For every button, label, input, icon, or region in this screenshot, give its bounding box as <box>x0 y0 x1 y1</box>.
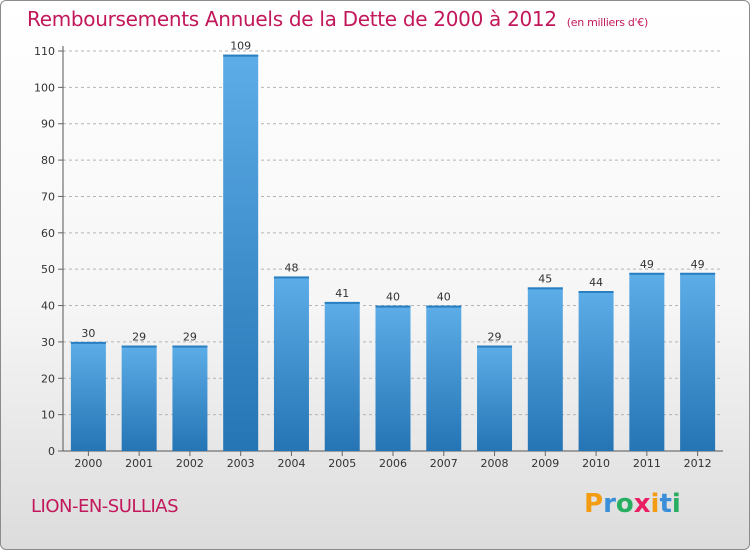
data-label: 45 <box>538 272 552 285</box>
bar-2012 <box>680 272 716 451</box>
bar-2007 <box>426 305 462 451</box>
data-label: 30 <box>81 327 95 340</box>
labels: 0 10 20 30 40 50 60 70 80 90 100 110 30 2000 29 2001 29 2… <box>34 40 712 470</box>
bar-top-edge <box>324 301 360 304</box>
bar-top-edge <box>223 54 259 57</box>
logo-letter: i <box>671 489 681 519</box>
bar-top-edge <box>680 272 716 275</box>
x-tick-label: 2000 <box>74 457 102 470</box>
y-tick-label: 40 <box>41 300 55 313</box>
proxiti-logo[interactable]: Proxiti <box>584 489 681 519</box>
y-tick-label: 20 <box>41 372 55 385</box>
bar-2002 <box>172 345 208 451</box>
bar-2011 <box>629 272 665 451</box>
logo-letter: o <box>615 489 634 519</box>
bar-top-edge <box>70 341 106 344</box>
bar-top-edge <box>629 272 665 275</box>
bar-top-edge <box>172 345 208 348</box>
bar-2006 <box>375 305 411 451</box>
data-label: 29 <box>132 331 146 344</box>
bar-2009 <box>527 287 563 451</box>
y-tick-label: 60 <box>41 227 55 240</box>
x-tick-label: 2012 <box>684 457 712 470</box>
data-label: 49 <box>691 258 705 271</box>
x-tick-label: 2009 <box>531 457 559 470</box>
x-tick-label: 2004 <box>277 457 305 470</box>
y-tick-label: 0 <box>48 445 55 458</box>
bar-chart: 0 10 20 30 40 50 60 70 80 90 100 110 30 2000 29 2001 29 2… <box>34 40 723 470</box>
x-tick-label: 2003 <box>227 457 255 470</box>
bar-top-edge <box>527 287 563 290</box>
data-label: 49 <box>640 258 654 271</box>
bar-2004 <box>273 276 309 451</box>
logo-letter: i <box>650 489 660 519</box>
x-tick-label: 2001 <box>125 457 153 470</box>
data-label: 29 <box>488 331 502 344</box>
bars <box>70 54 716 452</box>
y-tick-label: 110 <box>34 45 55 58</box>
data-label: 40 <box>386 291 400 304</box>
bar-2000 <box>70 341 106 451</box>
data-label: 109 <box>230 40 251 53</box>
data-label: 48 <box>284 261 298 274</box>
logo-letter: x <box>633 489 651 519</box>
bar-2008 <box>477 345 513 451</box>
logo-letter: P <box>584 489 604 519</box>
x-tick-label: 2008 <box>481 457 509 470</box>
bar-top-edge <box>477 345 513 348</box>
y-tick-label: 70 <box>41 190 55 203</box>
y-tick-label: 90 <box>41 118 55 131</box>
chart-title: Remboursements Annuels de la Dette de 20… <box>27 7 648 31</box>
data-label: 41 <box>335 287 349 300</box>
bar-top-edge <box>578 291 614 293</box>
x-tick-label: 2002 <box>176 457 204 470</box>
bar-top-edge <box>121 345 157 348</box>
chart-title-text: Remboursements Annuels de la Dette de 20… <box>27 7 557 31</box>
data-label: 29 <box>183 331 197 344</box>
place-name: LION-EN-SULLIAS <box>31 496 179 517</box>
x-tick-label: 2005 <box>328 457 356 470</box>
bar-2005 <box>324 301 360 451</box>
bar-top-edge <box>426 305 462 308</box>
x-tick-label: 2007 <box>430 457 458 470</box>
bar-2010 <box>578 291 614 451</box>
bar-2003 <box>223 54 259 452</box>
y-tick-label: 80 <box>41 154 55 167</box>
logo-letter: t <box>659 489 672 519</box>
bar-top-edge <box>375 305 411 308</box>
bar-top-edge <box>273 276 309 279</box>
x-tick-label: 2006 <box>379 457 407 470</box>
logo-letter: r <box>603 489 616 519</box>
data-label: 44 <box>589 276 603 289</box>
y-tick-label: 10 <box>41 409 55 422</box>
x-tick-label: 2010 <box>582 457 610 470</box>
bar-2001 <box>121 345 157 451</box>
y-tick-label: 50 <box>41 263 55 276</box>
y-tick-label: 30 <box>41 336 55 349</box>
x-tick-label: 2011 <box>633 457 661 470</box>
chart-title-unit: (en milliers d'€) <box>566 16 648 29</box>
y-tick-label: 100 <box>34 81 55 94</box>
data-label: 40 <box>437 291 451 304</box>
